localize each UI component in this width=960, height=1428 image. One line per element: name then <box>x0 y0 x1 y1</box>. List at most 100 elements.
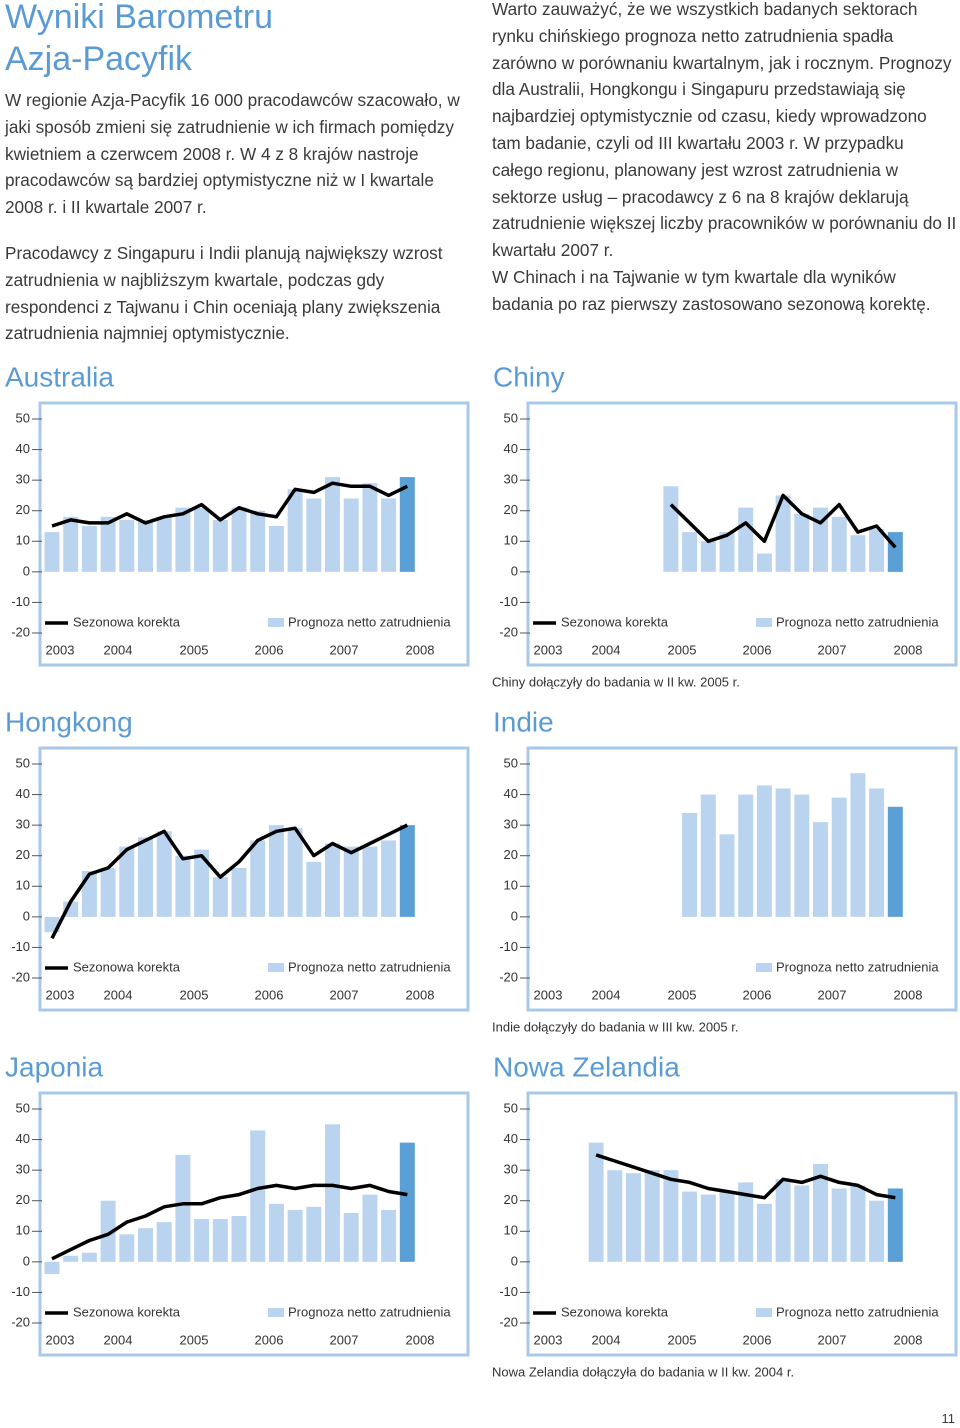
bar <box>306 498 322 572</box>
bar <box>682 532 698 572</box>
x-tick-label: 2006 <box>743 987 772 1002</box>
bar <box>306 861 322 917</box>
bar <box>100 1200 116 1262</box>
bar <box>794 794 810 917</box>
y-tick-label: -20 <box>499 1314 518 1329</box>
bar <box>362 1194 378 1262</box>
y-tick-label: 0 <box>23 563 30 578</box>
bar <box>194 507 210 572</box>
bar <box>175 855 191 917</box>
legend-swatch <box>756 618 772 627</box>
paragraph: Warto zauważyć, że we wszystkich badanyc… <box>492 0 957 261</box>
bar <box>156 831 172 917</box>
x-tick-label: 2005 <box>180 987 209 1002</box>
bar <box>212 519 228 572</box>
legend-label: Prognoza netto zatrudnienia <box>288 959 451 974</box>
y-tick-label: 10 <box>504 878 518 893</box>
legend-swatch <box>756 1308 772 1317</box>
bar <box>287 828 303 917</box>
title-line: Wyniki Barometru <box>5 0 273 36</box>
bar <box>138 837 153 917</box>
x-tick-label: 2008 <box>894 1332 923 1347</box>
x-tick-label: 2005 <box>668 642 697 657</box>
bar <box>362 483 378 572</box>
legend-label: Prognoza netto zatrudnienia <box>776 1304 939 1319</box>
x-tick-label: 2006 <box>255 642 284 657</box>
bar <box>831 516 847 572</box>
bar <box>831 1188 847 1262</box>
x-tick-label: 2007 <box>330 1332 359 1347</box>
x-tick-label: 2004 <box>592 642 621 657</box>
bar <box>850 535 866 572</box>
y-tick-label: 30 <box>504 1162 518 1177</box>
bar <box>738 507 754 572</box>
bar <box>362 846 378 917</box>
x-tick-label: 2003 <box>534 987 563 1002</box>
chart-title: Nowa Zelandia <box>493 1051 680 1082</box>
bar <box>588 1142 604 1262</box>
bar <box>138 519 153 572</box>
bar <box>775 788 791 917</box>
y-tick-label: -10 <box>499 594 518 609</box>
y-tick-label: 30 <box>16 472 30 487</box>
x-tick-label: 2003 <box>534 1332 563 1347</box>
y-tick-label: 50 <box>16 755 30 770</box>
bar <box>287 489 303 572</box>
y-tick-label: -20 <box>11 624 30 639</box>
bar <box>682 812 698 917</box>
y-tick-label: 0 <box>511 563 518 578</box>
bar <box>268 526 284 572</box>
y-tick-label: 0 <box>23 1253 30 1268</box>
bar <box>775 1179 791 1262</box>
bar <box>813 1164 828 1262</box>
bar <box>756 1203 772 1262</box>
paragraph: Pracodawcy z Singapuru i Indii planują n… <box>5 243 443 344</box>
legend-label: Prognoza netto zatrudnienia <box>776 959 939 974</box>
bar <box>231 507 247 572</box>
y-tick-label: 20 <box>16 502 30 517</box>
y-tick-label: 30 <box>504 817 518 832</box>
bar <box>325 477 340 572</box>
y-tick-label: 0 <box>511 1253 518 1268</box>
bar <box>399 1142 415 1262</box>
legend-label: Prognoza netto zatrudnienia <box>288 614 451 629</box>
y-tick-label: -20 <box>499 969 518 984</box>
y-tick-label: -10 <box>11 939 30 954</box>
y-tick-label: 0 <box>23 908 30 923</box>
chart-title: Indie <box>493 706 554 737</box>
y-tick-label: 50 <box>504 410 518 425</box>
y-tick-label: 10 <box>16 878 30 893</box>
bar <box>44 532 60 572</box>
x-tick-label: 2005 <box>668 1332 697 1347</box>
title-line: Azja-Pacyfik <box>5 40 193 78</box>
bar <box>63 1255 79 1262</box>
bar <box>231 867 247 917</box>
x-tick-label: 2008 <box>406 642 435 657</box>
line <box>50 823 409 940</box>
bar <box>287 1209 303 1262</box>
bar <box>813 507 828 572</box>
y-tick-label: 40 <box>16 786 30 801</box>
bar <box>119 519 135 572</box>
chart-note: Nowa Zelandia dołączyła do badania w II … <box>492 1364 794 1379</box>
bar <box>719 1191 735 1262</box>
bar <box>794 1185 810 1262</box>
chart-note: Chiny dołączyły do badania w II kw. 2005… <box>492 674 740 689</box>
bar <box>794 513 810 572</box>
y-tick-label: -10 <box>11 1284 30 1299</box>
bar <box>325 843 340 917</box>
bar <box>381 498 397 572</box>
bar <box>682 1191 698 1262</box>
panel <box>526 401 958 667</box>
panel <box>38 401 470 667</box>
x-tick-label: 2006 <box>255 1332 284 1347</box>
x-tick-label: 2003 <box>46 642 75 657</box>
legend-label: Sezonowa korekta <box>561 1304 669 1319</box>
x-tick-label: 2007 <box>330 987 359 1002</box>
page-number: 11 <box>941 1411 956 1426</box>
x-tick-label: 2006 <box>743 642 772 657</box>
y-tick-label: 40 <box>504 441 518 456</box>
y-tick-label: 10 <box>16 533 30 548</box>
bar <box>756 553 772 572</box>
bar <box>138 1228 153 1262</box>
